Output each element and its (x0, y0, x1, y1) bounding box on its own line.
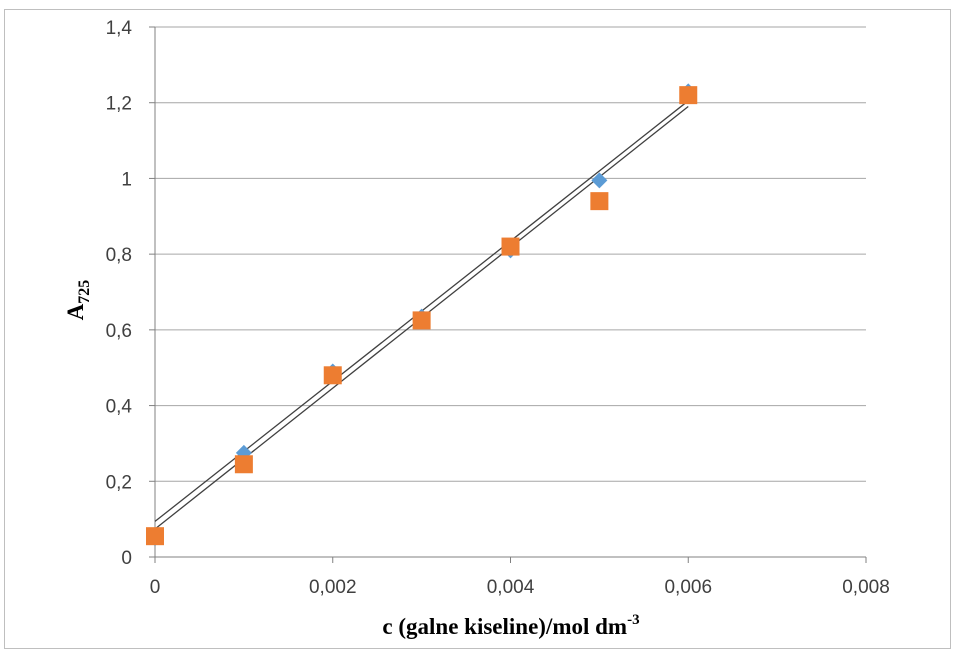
y-tick-label: 0,6 (106, 321, 132, 342)
data-point-square (679, 86, 698, 105)
data-point-diamond (591, 172, 608, 189)
y-tick-label: 0 (121, 548, 132, 569)
data-points (146, 83, 698, 547)
x-tick-label: 0,006 (664, 577, 712, 598)
x-axis-title-main: c (galne kiseline)/mol dm (382, 614, 627, 639)
y-axis-title-subscript: 725 (76, 280, 93, 304)
y-axis-title: A725 (63, 280, 93, 321)
data-point-square (234, 455, 253, 474)
data-point-square (146, 527, 164, 546)
y-tick-label: 1 (121, 169, 132, 190)
data-point-square (501, 237, 520, 256)
x-tick-label: 0,004 (487, 577, 535, 598)
y-tick-label: 0,4 (106, 397, 133, 418)
x-tick-label: 0,002 (309, 577, 357, 598)
y-tick-label: 0,2 (106, 472, 132, 493)
data-point-square (323, 366, 342, 385)
y-tick-label: 0,8 (106, 245, 132, 266)
x-tick-label: 0,008 (842, 577, 890, 598)
axes (149, 26, 867, 563)
x-axis-title-superscript: -3 (627, 612, 640, 628)
y-tick-labels: 0 0,2 0,4 0,6 0,8 1 1,2 1,4 (106, 18, 133, 569)
gridlines (155, 26, 866, 482)
x-tick-labels: 0 0,002 0,004 0,006 0,008 (150, 577, 890, 598)
data-point-square (412, 311, 431, 330)
data-point-square (590, 192, 609, 211)
x-axis-title: c (galne kiseline)/mol dm-3 (382, 612, 639, 639)
x-tick-label: 0 (150, 577, 161, 598)
y-tick-label: 1,4 (106, 18, 133, 39)
y-tick-label: 1,2 (106, 94, 132, 115)
y-axis-title-main: A (63, 303, 88, 320)
